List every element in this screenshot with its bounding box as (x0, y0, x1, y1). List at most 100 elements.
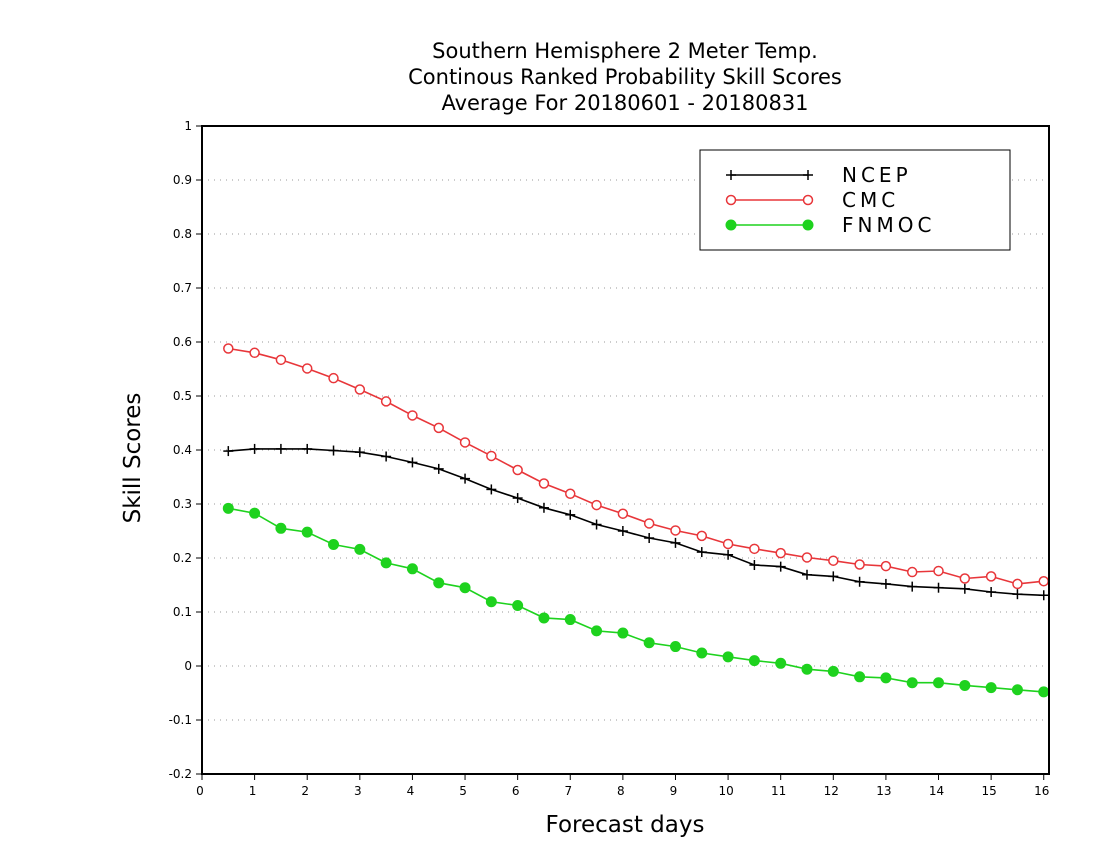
data-point-fnmoc (643, 637, 655, 649)
data-point-ncep (696, 547, 707, 558)
y-tick-label: -0.1 (169, 713, 192, 727)
data-point-fnmoc (775, 657, 787, 669)
data-point-cmc (1012, 578, 1023, 590)
plot-series (222, 343, 1050, 698)
x-tick-label: 15 (981, 784, 996, 798)
data-point-cmc (775, 547, 786, 559)
data-point-fnmoc (380, 557, 392, 569)
chart-title-line: Southern Hemisphere 2 Meter Temp. (432, 39, 818, 63)
data-point-cmc (749, 543, 760, 555)
data-point-fnmoc (696, 647, 708, 659)
data-point-fnmoc (328, 539, 340, 550)
data-point-ncep (381, 451, 392, 462)
data-point-ncep (775, 561, 786, 572)
data-point-cmc (301, 363, 313, 374)
data-point-ncep (407, 457, 418, 468)
data-point-ncep (986, 587, 997, 598)
data-point-cmc (985, 571, 997, 582)
y-axis-label: Skill Scores (120, 393, 146, 524)
legend-marker-fnmoc (725, 219, 737, 231)
legend-marker-cmc (725, 194, 737, 206)
data-point-fnmoc (433, 577, 445, 589)
series-fnmoc (222, 502, 1050, 698)
legend-marker-fnmoc (802, 219, 814, 231)
x-tick-label: 12 (824, 784, 839, 798)
x-tick-label: 2 (301, 784, 309, 798)
y-tick-label: -0.2 (169, 767, 192, 781)
data-point-fnmoc (854, 671, 866, 683)
data-point-fnmoc (748, 655, 760, 667)
data-point-fnmoc (512, 600, 524, 612)
data-point-fnmoc (959, 679, 971, 691)
data-point-fnmoc (933, 677, 945, 689)
data-point-fnmoc (485, 596, 497, 608)
data-point-fnmoc (222, 502, 234, 514)
data-point-fnmoc (669, 641, 681, 653)
y-tick-label: 1 (184, 119, 192, 133)
x-tick-label: 11 (771, 784, 786, 798)
data-point-ncep (460, 473, 471, 484)
data-point-cmc (617, 508, 629, 519)
data-point-fnmoc (801, 663, 813, 675)
data-point-ncep (249, 443, 260, 454)
y-tick-label: 0.2 (173, 551, 192, 565)
data-point-ncep (1012, 589, 1023, 600)
data-point-cmc (486, 450, 497, 462)
data-point-cmc (565, 488, 576, 499)
series-line-ncep (228, 448, 1044, 597)
data-point-ncep (749, 560, 760, 571)
data-point-ncep (591, 519, 602, 530)
data-point-fnmoc (538, 612, 550, 624)
data-point-cmc (722, 538, 734, 550)
x-tick-label: 3 (354, 784, 362, 798)
data-point-ncep (433, 463, 444, 474)
x-tick-label: 1 (249, 784, 257, 798)
data-point-ncep (959, 583, 970, 594)
data-point-ncep (512, 493, 523, 504)
data-point-fnmoc (459, 582, 471, 594)
x-axis-ticks: 0 1 2 3 4 5 6 7 8 9 10 11 12 13 14 15 16 (196, 774, 1049, 798)
data-point-cmc (828, 555, 839, 566)
data-point-fnmoc (591, 625, 603, 637)
data-point-ncep (223, 446, 234, 457)
data-point-ncep (486, 484, 497, 495)
data-point-ncep (538, 502, 549, 513)
data-point-fnmoc (354, 543, 366, 555)
data-point-cmc (801, 552, 813, 563)
data-point-cmc (275, 354, 287, 366)
x-tick-label: 6 (512, 784, 520, 798)
series-line-cmc (228, 347, 1044, 585)
data-point-cmc (880, 560, 892, 572)
y-axis-ticks: -0.2 -0.1 0 0.1 0.2 0.3 0.4 0.5 0.6 0.7 0.8 0.9 1 (169, 119, 202, 781)
y-tick-label: 0.8 (173, 227, 192, 241)
chart-title-line: Continous Ranked Probability Skill Score… (408, 65, 842, 89)
x-tick-label: 9 (670, 784, 678, 798)
data-point-cmc (696, 530, 708, 542)
data-point-ncep (354, 447, 365, 458)
legend-label-cmc: CMC (842, 188, 899, 212)
data-point-ncep (275, 443, 286, 454)
data-point-cmc (407, 410, 418, 421)
series-ncep (223, 443, 1049, 601)
chart-title: Southern Hemisphere 2 Meter Temp.Contino… (408, 39, 842, 115)
data-point-ncep (565, 509, 576, 520)
data-point-cmc (512, 464, 523, 476)
data-point-cmc (591, 499, 602, 511)
data-point-cmc (959, 573, 971, 584)
x-tick-label: 8 (617, 784, 625, 798)
y-tick-label: 0.9 (173, 173, 192, 187)
y-tick-label: 0.3 (173, 497, 192, 511)
data-point-cmc (459, 437, 471, 448)
data-point-ncep (328, 445, 339, 456)
x-tick-label: 7 (564, 784, 572, 798)
data-point-fnmoc (880, 672, 892, 684)
data-point-cmc (249, 347, 260, 359)
data-point-ncep (644, 533, 655, 544)
data-point-fnmoc (249, 507, 261, 519)
data-point-ncep (302, 443, 313, 454)
data-point-cmc (433, 422, 444, 434)
data-point-ncep (880, 578, 891, 589)
x-tick-label: 0 (196, 784, 204, 798)
data-point-cmc (380, 396, 392, 407)
